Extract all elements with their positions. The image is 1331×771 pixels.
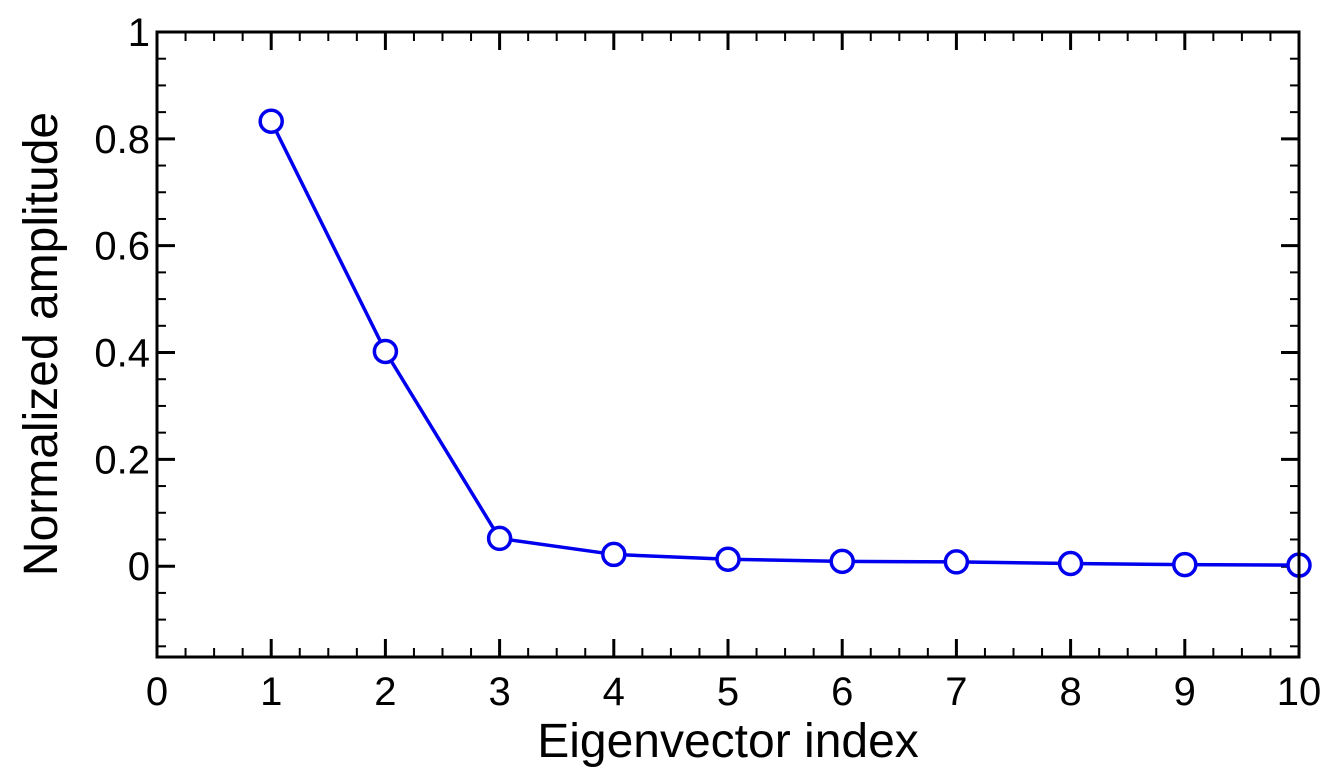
data-point (486, 525, 513, 552)
x-tick-label: 9 (1174, 670, 1196, 714)
x-tick-label: 0 (146, 670, 168, 714)
data-point (1057, 550, 1084, 577)
x-tick-label: 10 (1277, 670, 1322, 714)
series-markers (258, 108, 1312, 578)
data-point (829, 548, 855, 575)
data-point (372, 338, 399, 365)
data-point (258, 108, 284, 134)
x-tick-label: 8 (1059, 670, 1081, 714)
data-point (601, 541, 627, 568)
series-line-layer (269, 120, 1300, 567)
tick-labels: 0 1 2 3 4 5 6 7 8 9 10 0 0.2 0.4 0.6 0.8 1 (94, 11, 1321, 714)
y-axis-title: Normalized amplitude (15, 112, 68, 576)
y-tick-label: 0.2 (94, 438, 150, 482)
x-tick-label: 2 (374, 670, 396, 714)
y-tick-label: 0.6 (94, 225, 150, 269)
x-tick-label: 5 (717, 670, 739, 714)
y-tick-label: 0.8 (94, 118, 150, 162)
x-axis-title: Eigenvector index (537, 715, 919, 768)
plot-frame (155, 30, 1301, 659)
x-tick-label: 3 (488, 670, 510, 714)
y-tick-label: 0.4 (94, 332, 150, 376)
x-tick-label: 7 (945, 670, 967, 714)
data-point (943, 549, 970, 575)
x-tick-label: 4 (603, 670, 625, 714)
series-line (269, 120, 1300, 567)
x-tick-label: 6 (831, 670, 853, 714)
x-tick-label: 1 (260, 670, 282, 714)
y-tick-label: 1 (128, 11, 150, 55)
y-tick-label: 0 (128, 545, 150, 589)
data-point (1172, 551, 1198, 578)
data-point (715, 546, 741, 572)
